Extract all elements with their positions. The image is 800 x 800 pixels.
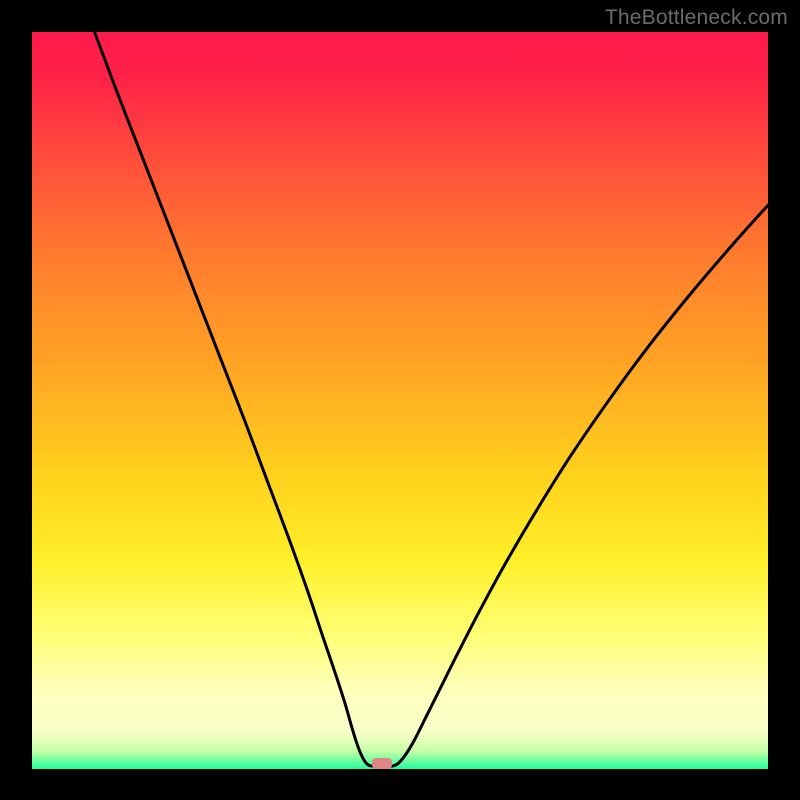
bottleneck-curve bbox=[32, 32, 768, 769]
watermark-text: TheBottleneck.com bbox=[605, 6, 788, 30]
minimum-marker bbox=[372, 758, 392, 769]
plot-area bbox=[32, 32, 768, 769]
